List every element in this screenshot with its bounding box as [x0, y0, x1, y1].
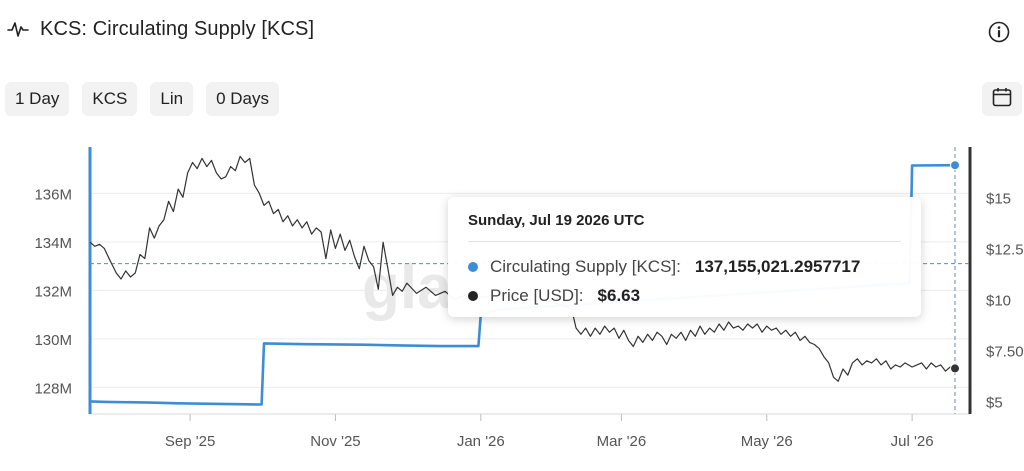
grid-lines	[90, 192, 970, 388]
left-tick-label: 136M	[34, 186, 72, 203]
left-tick-label: 130M	[34, 332, 72, 349]
hover-markers	[950, 160, 960, 374]
price-legend-dot	[468, 290, 478, 301]
axis-lines	[88, 147, 972, 415]
right-tick-label: $5	[986, 395, 1003, 412]
unit-button[interactable]: KCS	[82, 82, 138, 116]
price-series-line	[89, 155, 956, 382]
left-axis-ticks: 128M 130M 132M 134M 136M	[34, 186, 72, 397]
right-tick-label: $15	[986, 190, 1011, 207]
smoothing-button[interactable]: 0 Days	[206, 82, 279, 116]
x-tick-label: May '26	[741, 433, 793, 450]
tooltip-row-supply: Circulating Supply [KCS] : 137,155,021.2…	[468, 252, 901, 281]
tooltip-divider	[468, 241, 901, 242]
x-tick-label: Jan '26	[457, 433, 505, 450]
x-tick-label: Sep '25	[165, 433, 215, 450]
tooltip-row-price: Price [USD] : $6.63	[468, 281, 901, 310]
x-tick-label: Nov '25	[310, 433, 360, 450]
right-tick-label: $7.50	[986, 344, 1024, 361]
supply-legend-dot	[468, 261, 478, 272]
right-tick-label: $12.5	[986, 241, 1024, 258]
tooltip-label-price: Price [USD]	[490, 285, 579, 305]
line-chart-icon	[6, 17, 30, 41]
x-tick-label: Mar '26	[597, 433, 647, 450]
price-hover-marker	[950, 363, 960, 374]
info-icon[interactable]	[987, 20, 1011, 44]
tooltip-date: Sunday, Jul 19 2026 UTC	[468, 212, 645, 229]
tooltip-value-price: $6.63	[597, 285, 641, 305]
interval-button[interactable]: 1 Day	[5, 82, 70, 116]
x-tick-label: Jul '26	[891, 433, 934, 450]
right-tick-label: $10	[986, 292, 1011, 309]
left-tick-label: 132M	[34, 283, 72, 300]
page-title: KCS: Circulating Supply [KCS]	[40, 17, 315, 40]
calendar-icon	[991, 86, 1013, 113]
right-axis-ticks: $5 $7.50 $10 $12.5 $15	[986, 190, 1024, 411]
crosshair	[90, 147, 970, 414]
left-tick-label: 134M	[34, 235, 72, 252]
tooltip-value-supply: 137,155,021.2957717	[694, 256, 861, 276]
left-tick-label: 128M	[34, 380, 72, 397]
chart-header: KCS: Circulating Supply [KCS]	[6, 14, 314, 44]
chart-tooltip: Sunday, Jul 19 2026 UTC Circulating Supp…	[448, 197, 921, 317]
x-axis-ticks: Sep '25 Nov '25 Jan '26 Mar '26 May '26 Jul '…	[165, 414, 934, 450]
tooltip-label-supply: Circulating Supply [KCS]	[490, 256, 677, 276]
date-range-button[interactable]	[982, 82, 1022, 116]
supply-hover-marker	[950, 160, 960, 171]
scale-button[interactable]: Lin	[150, 82, 194, 116]
chart-toolbar: 1 Day KCS Lin 0 Days	[5, 82, 279, 116]
